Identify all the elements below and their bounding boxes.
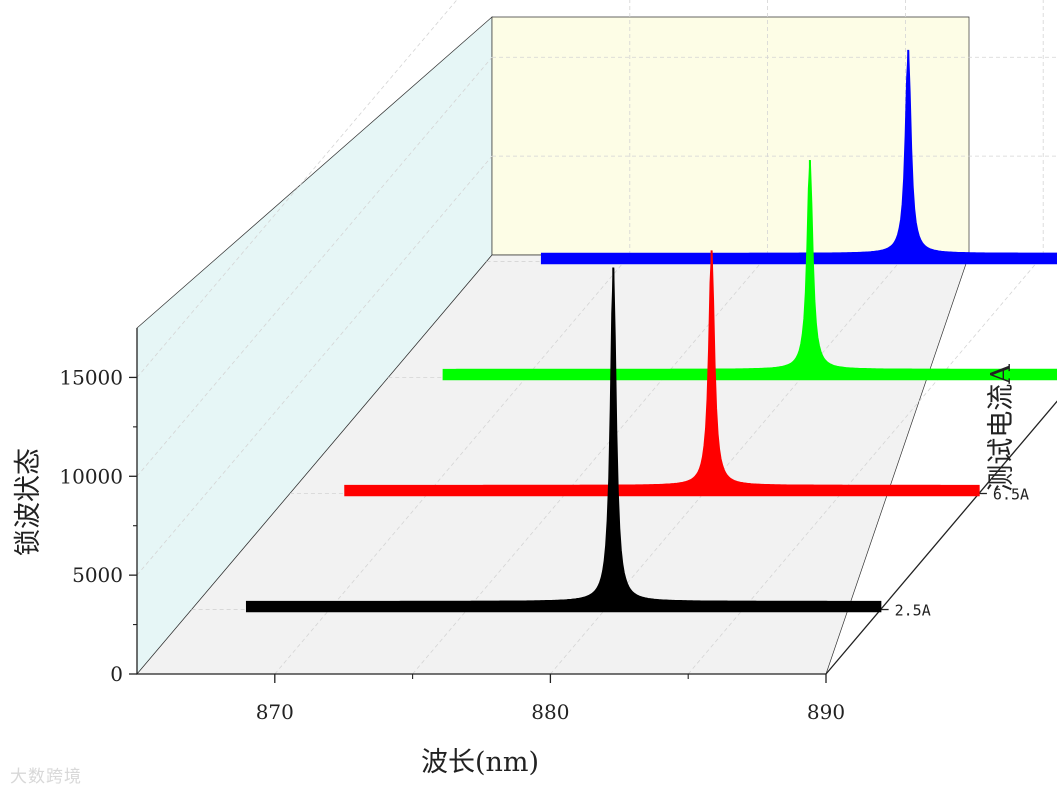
z-tick-label: 10000 xyxy=(59,464,123,488)
y-tick-label: 6.5A xyxy=(993,486,1029,504)
sidewall-grid-line xyxy=(136,0,458,378)
watermark: 大数跨境 xyxy=(10,767,82,787)
z-tick-label: 0 xyxy=(110,662,123,686)
series-trace-2.5A xyxy=(245,268,882,613)
y-axis-title: 测试电流A xyxy=(986,364,1017,492)
sidewall-grid-line xyxy=(136,155,493,576)
x-axis-title: 波长(nm) xyxy=(421,747,539,778)
series-layer xyxy=(245,49,1057,613)
series-trace-6.5A xyxy=(344,251,980,497)
y-axis-line xyxy=(825,400,1057,675)
x-tick-label: 890 xyxy=(807,700,845,724)
x-tick-label: 880 xyxy=(531,700,569,724)
axes: 05000100001500087088089013.5A10.5A6.5A2.… xyxy=(59,328,1057,724)
z-tick-label: 5000 xyxy=(72,563,123,587)
x-tick-label: 870 xyxy=(256,700,294,724)
series-trace-13.5A xyxy=(540,50,1057,265)
series-trace-10.5A xyxy=(442,160,1057,381)
back-wall xyxy=(491,16,970,256)
z-tick-label: 15000 xyxy=(59,365,123,389)
z-axis-title: 锁波状态 xyxy=(13,448,44,556)
sidewall-grid-line xyxy=(136,57,493,477)
y-tick-label: 2.5A xyxy=(895,602,931,620)
